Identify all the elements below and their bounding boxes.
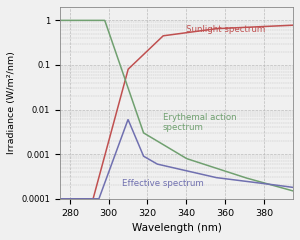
- X-axis label: Wavelength (nm): Wavelength (nm): [132, 223, 221, 233]
- Text: Effective spectrum: Effective spectrum: [122, 179, 204, 188]
- Text: Sunlight spectrum: Sunlight spectrum: [186, 25, 266, 34]
- Y-axis label: Irradiance (W/m²/nm): Irradiance (W/m²/nm): [7, 51, 16, 154]
- Text: Erythemal action
spectrum: Erythemal action spectrum: [163, 113, 237, 132]
